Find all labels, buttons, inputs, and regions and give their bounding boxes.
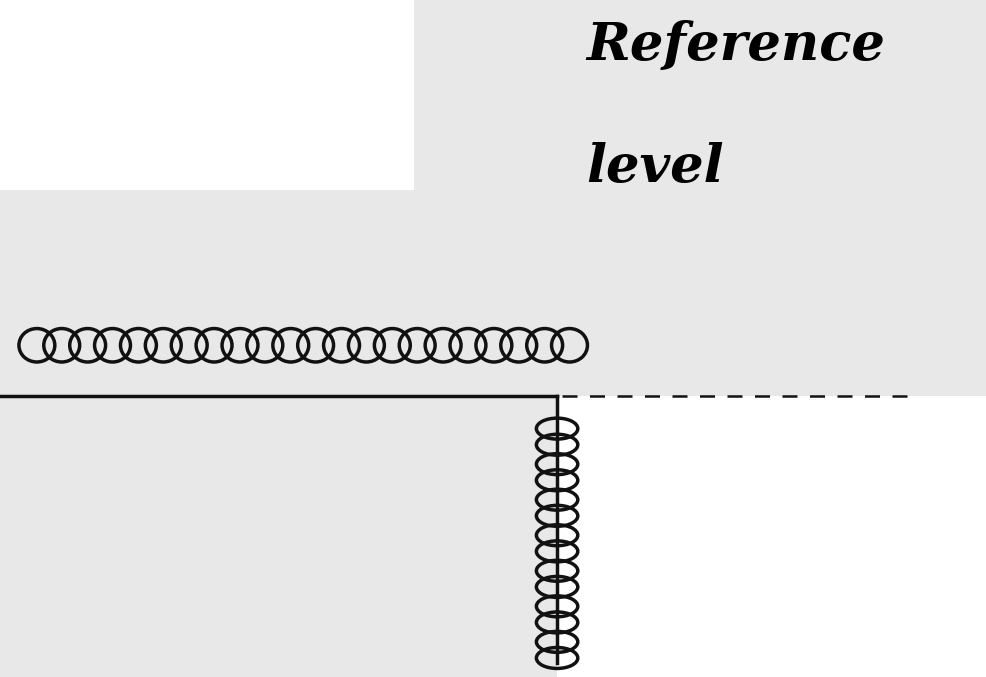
Bar: [557, 396, 986, 677]
Text: Reference: Reference: [587, 20, 885, 71]
Bar: [557, 0, 986, 396]
Text: level: level: [587, 142, 725, 193]
Bar: [0, 0, 414, 190]
